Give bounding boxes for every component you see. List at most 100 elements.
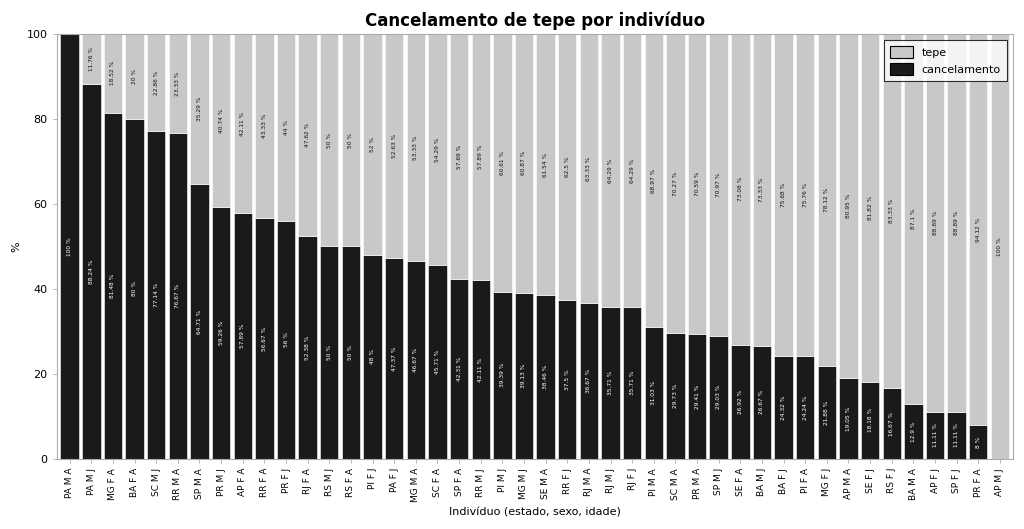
Bar — [233, 213, 252, 459]
Text: 70.97 %: 70.97 % — [716, 172, 721, 197]
Text: 18.52 %: 18.52 % — [111, 61, 116, 86]
Bar — [407, 261, 425, 459]
Bar — [904, 404, 923, 459]
Bar — [688, 334, 707, 459]
Bar — [190, 34, 209, 184]
Bar — [731, 34, 750, 344]
Text: 35.71 %: 35.71 % — [630, 371, 635, 395]
Bar — [601, 34, 620, 307]
Bar — [385, 258, 403, 459]
Text: 11.11 %: 11.11 % — [933, 423, 938, 448]
Text: 22.86 %: 22.86 % — [154, 70, 159, 95]
Legend: tepe, cancelamento: tepe, cancelamento — [884, 40, 1008, 81]
Text: 88.89 %: 88.89 % — [954, 211, 959, 235]
Bar — [601, 307, 620, 459]
Bar — [125, 34, 143, 119]
Text: 100 %: 100 % — [68, 237, 72, 256]
Text: 70.27 %: 70.27 % — [673, 171, 678, 196]
Text: 81.82 %: 81.82 % — [867, 196, 872, 220]
Bar — [60, 34, 79, 459]
Bar — [623, 307, 641, 459]
Text: 64.29 %: 64.29 % — [608, 158, 613, 183]
Bar — [926, 412, 944, 459]
Bar — [515, 34, 534, 293]
Bar — [883, 388, 901, 459]
Text: 26.92 %: 26.92 % — [738, 389, 742, 414]
Bar — [298, 236, 316, 459]
Text: 50 %: 50 % — [327, 345, 332, 360]
Bar — [947, 34, 966, 412]
Text: 57.89 %: 57.89 % — [478, 145, 483, 169]
Bar — [753, 345, 771, 459]
Text: 75.68 %: 75.68 % — [781, 183, 786, 207]
Bar — [883, 34, 901, 388]
Bar — [428, 264, 446, 459]
Text: 60.61 %: 60.61 % — [500, 151, 505, 175]
Text: 16.67 %: 16.67 % — [889, 412, 894, 435]
Text: 52.38 %: 52.38 % — [305, 335, 310, 360]
Text: 60.87 %: 60.87 % — [521, 151, 526, 176]
Bar — [774, 34, 793, 355]
Text: 24.24 %: 24.24 % — [803, 395, 808, 419]
Bar — [926, 34, 944, 412]
Bar — [817, 366, 836, 459]
Bar — [125, 119, 143, 459]
Text: 36.67 %: 36.67 % — [587, 369, 592, 393]
Text: 11.11 %: 11.11 % — [954, 423, 959, 448]
Bar — [515, 293, 534, 459]
Bar — [558, 34, 577, 299]
Bar — [969, 34, 987, 425]
Bar — [190, 184, 209, 459]
Bar — [255, 34, 273, 218]
Text: 56 %: 56 % — [284, 332, 289, 348]
Text: 39.13 %: 39.13 % — [521, 363, 526, 388]
Text: 100 %: 100 % — [997, 237, 1002, 256]
Bar — [147, 34, 166, 131]
Text: 47.37 %: 47.37 % — [391, 346, 396, 370]
Text: 64.71 %: 64.71 % — [197, 309, 202, 334]
Text: 24.32 %: 24.32 % — [781, 395, 786, 419]
Bar — [342, 34, 360, 247]
Text: 29.73 %: 29.73 % — [673, 384, 678, 408]
Bar — [796, 34, 814, 356]
Text: 38.46 %: 38.46 % — [543, 365, 548, 389]
Text: 42.31 %: 42.31 % — [457, 357, 462, 381]
Text: 77.14 %: 77.14 % — [154, 283, 159, 307]
Text: 35.71 %: 35.71 % — [608, 371, 613, 395]
Bar — [710, 335, 728, 459]
Title: Cancelamento de tepe por indivíduo: Cancelamento de tepe por indivíduo — [365, 11, 705, 30]
Text: 73.33 %: 73.33 % — [760, 178, 765, 202]
Bar — [298, 34, 316, 236]
Text: 64.29 %: 64.29 % — [630, 158, 635, 183]
Bar — [667, 333, 685, 459]
Text: 29.41 %: 29.41 % — [694, 384, 699, 408]
Text: 62.5 %: 62.5 % — [565, 157, 569, 177]
Text: 44 %: 44 % — [284, 120, 289, 135]
Text: 56.67 %: 56.67 % — [262, 326, 267, 351]
Text: 46.67 %: 46.67 % — [414, 348, 419, 372]
Text: 29.03 %: 29.03 % — [716, 385, 721, 409]
Bar — [471, 280, 489, 459]
Bar — [537, 296, 555, 459]
Text: 31.03 %: 31.03 % — [651, 381, 656, 405]
Bar — [212, 34, 230, 207]
Text: 52 %: 52 % — [370, 137, 375, 152]
Bar — [169, 34, 187, 133]
Text: 8 %: 8 % — [976, 436, 981, 448]
Bar — [428, 34, 446, 264]
Text: 68.97 %: 68.97 % — [651, 168, 656, 193]
Text: 76.67 %: 76.67 % — [175, 284, 180, 308]
Text: 19.05 %: 19.05 % — [846, 406, 851, 431]
Bar — [255, 218, 273, 459]
Bar — [494, 34, 512, 291]
Text: 42.11 %: 42.11 % — [478, 357, 483, 381]
Bar — [276, 34, 295, 221]
Bar — [103, 113, 122, 459]
Bar — [276, 221, 295, 459]
Text: 63.33 %: 63.33 % — [587, 157, 592, 181]
Bar — [233, 34, 252, 213]
Bar — [147, 131, 166, 459]
Bar — [688, 34, 707, 334]
Text: 42.11 %: 42.11 % — [241, 111, 245, 135]
Bar — [385, 34, 403, 258]
